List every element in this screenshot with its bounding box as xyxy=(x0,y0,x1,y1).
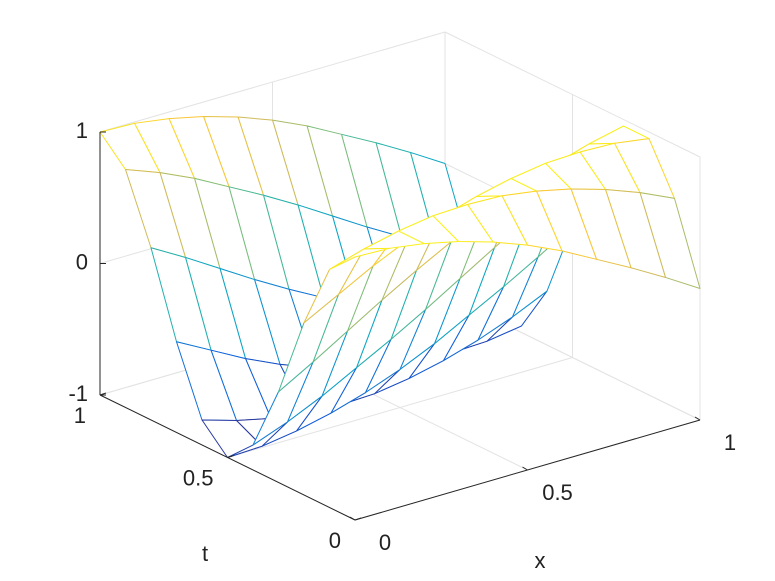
tick-mark xyxy=(354,517,362,521)
tick-mark xyxy=(349,516,356,521)
t-axis-label: t xyxy=(202,541,208,566)
axes-layer: -1 0 1 0 0.5 1 0 0.5 1 xyxy=(68,118,736,555)
x-tick-label: 0 xyxy=(379,530,391,555)
y-tick-label: 0.5 xyxy=(183,465,214,490)
y-tick-label: 0 xyxy=(329,528,341,553)
x-tick-label: 0.5 xyxy=(542,480,573,505)
grid-line xyxy=(227,357,573,458)
tick-mark xyxy=(227,455,234,458)
z-tick-label: 0 xyxy=(76,249,88,274)
tick-mark xyxy=(694,416,701,421)
tick-mark xyxy=(99,392,107,396)
mesh-cell xyxy=(329,247,390,270)
mesh-layer xyxy=(99,115,701,458)
x-tick-label: 1 xyxy=(724,430,736,455)
y-tick-label: 1 xyxy=(74,403,86,428)
grid-line xyxy=(99,31,446,133)
x-axis-label: x xyxy=(535,548,546,573)
z-tick-label: 1 xyxy=(76,118,88,143)
z-tick-label: -1 xyxy=(68,381,88,406)
tick-mark xyxy=(522,466,528,471)
grid-line xyxy=(444,31,701,158)
